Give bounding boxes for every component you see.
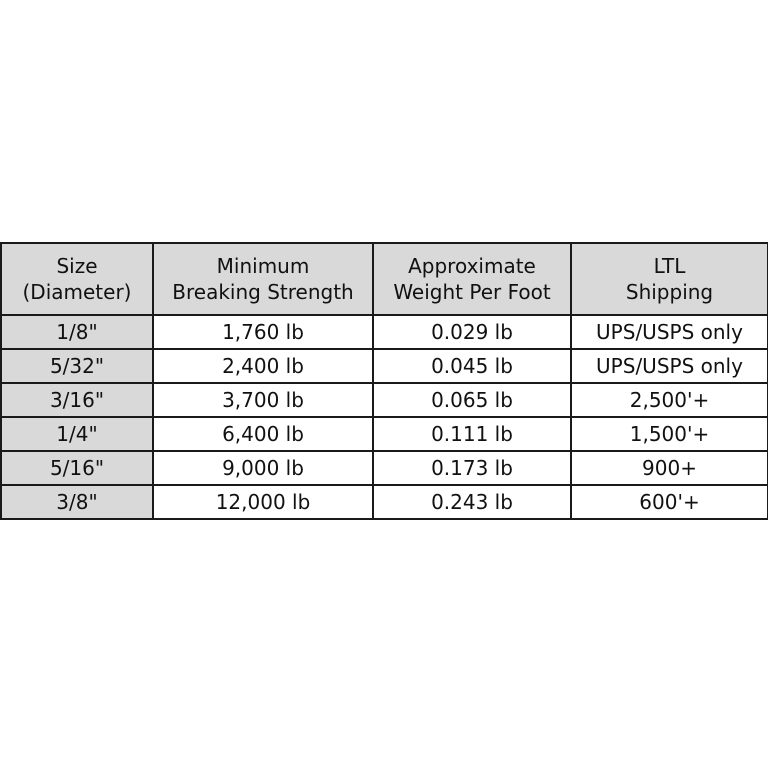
specs-table: Size (Diameter) Minimum Breaking Strength Ap…: [0, 242, 768, 520]
header-line: Approximate: [408, 254, 536, 278]
cell-weight-per-foot: 0.243 lb: [372, 484, 572, 520]
header-breaking-strength: Minimum Breaking Strength: [152, 242, 374, 316]
cell-ltl-shipping: UPS/USPS only: [570, 348, 768, 384]
header-line: Weight Per Foot: [393, 280, 551, 304]
cell-weight-per-foot: 0.029 lb: [372, 314, 572, 350]
cell-ltl-shipping: 600'+: [570, 484, 768, 520]
table-row: 5/16" 9,000 lb 0.173 lb 900+: [0, 450, 768, 486]
header-line: Breaking Strength: [172, 280, 354, 304]
cell-size: 1/4": [0, 416, 154, 452]
cell-size: 5/32": [0, 348, 154, 384]
cell-breaking-strength: 6,400 lb: [152, 416, 374, 452]
cell-ltl-shipping: 900+: [570, 450, 768, 486]
cell-ltl-shipping: 2,500'+: [570, 382, 768, 418]
cell-weight-per-foot: 0.065 lb: [372, 382, 572, 418]
header-line: (Diameter): [22, 280, 132, 304]
header-weight-per-foot: Approximate Weight Per Foot: [372, 242, 572, 316]
cell-weight-per-foot: 0.173 lb: [372, 450, 572, 486]
cell-weight-per-foot: 0.045 lb: [372, 348, 572, 384]
header-line: Size: [56, 254, 98, 278]
cell-size: 5/16": [0, 450, 154, 486]
header-size: Size (Diameter): [0, 242, 154, 316]
header-line: Minimum: [216, 254, 310, 278]
cell-breaking-strength: 3,700 lb: [152, 382, 374, 418]
cell-size: 1/8": [0, 314, 154, 350]
cell-size: 3/8": [0, 484, 154, 520]
header-line: Shipping: [625, 280, 714, 304]
cell-ltl-shipping: UPS/USPS only: [570, 314, 768, 350]
header-ltl-shipping: LTL Shipping: [570, 242, 768, 316]
table-row: 3/8" 12,000 lb 0.243 lb 600'+: [0, 484, 768, 520]
cell-breaking-strength: 1,760 lb: [152, 314, 374, 350]
table-row: 1/8" 1,760 lb 0.029 lb UPS/USPS only: [0, 314, 768, 350]
table-row: 5/32" 2,400 lb 0.045 lb UPS/USPS only: [0, 348, 768, 384]
cell-breaking-strength: 9,000 lb: [152, 450, 374, 486]
cell-weight-per-foot: 0.111 lb: [372, 416, 572, 452]
cell-ltl-shipping: 1,500'+: [570, 416, 768, 452]
header-line: LTL: [653, 254, 686, 278]
table-row: 3/16" 3,700 lb 0.065 lb 2,500'+: [0, 382, 768, 418]
cell-size: 3/16": [0, 382, 154, 418]
cell-breaking-strength: 2,400 lb: [152, 348, 374, 384]
cell-breaking-strength: 12,000 lb: [152, 484, 374, 520]
header-row: Size (Diameter) Minimum Breaking Strength Ap…: [0, 242, 768, 316]
table-row: 1/4" 6,400 lb 0.111 lb 1,500'+: [0, 416, 768, 452]
